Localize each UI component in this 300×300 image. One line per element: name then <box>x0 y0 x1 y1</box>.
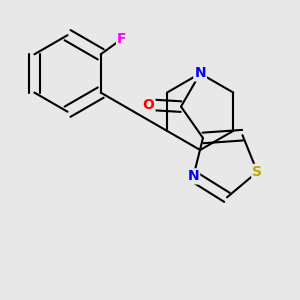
Text: N: N <box>188 169 199 183</box>
Text: O: O <box>142 98 154 112</box>
Text: N: N <box>194 66 206 80</box>
Text: F: F <box>117 32 127 46</box>
Text: S: S <box>252 165 262 179</box>
